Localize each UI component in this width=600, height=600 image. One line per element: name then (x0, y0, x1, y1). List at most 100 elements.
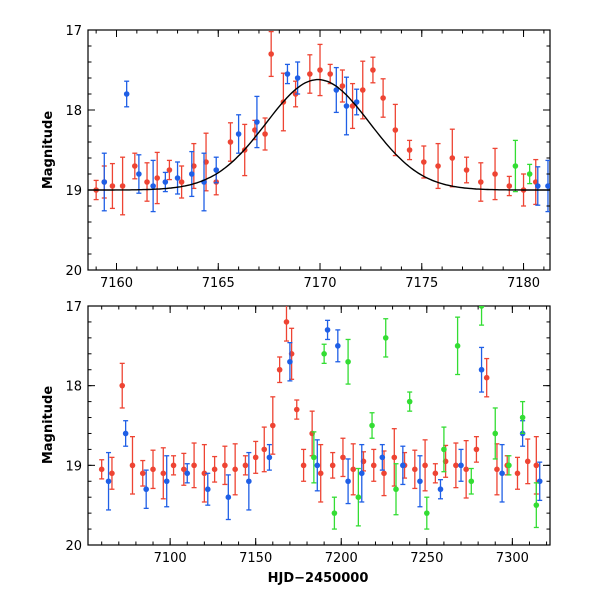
red-data-point (300, 448, 307, 482)
red-data-point (473, 436, 480, 463)
red-data-point (432, 463, 439, 484)
green-data-point (311, 431, 317, 484)
red-data-point (139, 459, 146, 487)
red-data-point (109, 456, 115, 490)
green-data-point (454, 316, 461, 376)
blue-data-point (204, 472, 211, 506)
model-curve (88, 78, 550, 191)
y-tick-label: 17 (65, 24, 82, 39)
green-data-point (369, 412, 375, 439)
blue-data-point (458, 448, 464, 482)
bottom-data-points (98, 306, 543, 530)
y-tick-label: 18 (65, 104, 82, 119)
blue-data-point (345, 458, 351, 505)
red-data-point (524, 438, 531, 485)
blue-data-point (343, 76, 350, 136)
bottom-panel: 7100 7150 7200 7250 7300 17 18 19 20 (65, 300, 551, 566)
x-tick-label: 7180 (507, 276, 540, 291)
red-data-point (129, 436, 136, 495)
blue-data-point (335, 329, 341, 363)
red-data-point (339, 69, 346, 103)
red-data-point (227, 122, 234, 162)
blue-data-point (174, 161, 181, 195)
blue-data-point (201, 152, 207, 212)
red-data-point (119, 156, 126, 216)
red-data-point (406, 139, 413, 161)
x-tick-label: 7170 (303, 276, 336, 291)
y-tick-label: 20 (65, 539, 82, 554)
red-data-point (350, 443, 357, 496)
red-data-point (392, 103, 399, 157)
red-data-point (191, 442, 197, 489)
blue-data-point (284, 63, 291, 85)
blue-data-point (417, 455, 423, 508)
red-data-point (154, 151, 160, 205)
red-data-point (494, 443, 500, 496)
blue-data-point (105, 451, 112, 511)
green-data-point (406, 391, 413, 412)
x-tick-label: 7300 (496, 551, 529, 566)
red-data-point (181, 452, 187, 486)
blue-data-point (324, 319, 331, 341)
red-data-point (453, 442, 459, 489)
red-data-point (160, 447, 167, 500)
bottom-x-axis-label: HJD−2450000 (268, 571, 369, 586)
y-tick-label: 17 (65, 300, 82, 315)
red-data-point (329, 451, 336, 479)
blue-data-point (213, 156, 220, 184)
x-tick-label: 7100 (154, 551, 187, 566)
x-tick-label: 7160 (100, 276, 133, 291)
red-data-point (463, 439, 469, 499)
bottom-y-axis-label: Magnitude (41, 386, 56, 465)
blue-data-point (333, 66, 340, 114)
red-data-point (349, 82, 356, 130)
red-data-point (317, 443, 324, 503)
red-data-point (170, 455, 177, 476)
blue-data-point (235, 114, 242, 154)
blue-data-point (400, 445, 406, 486)
blue-data-point (545, 159, 550, 213)
red-data-point (492, 147, 498, 201)
red-data-point (463, 156, 470, 184)
red-data-point (327, 63, 333, 85)
red-data-point (506, 175, 513, 197)
blue-data-point (358, 443, 365, 503)
red-data-point (283, 306, 290, 342)
red-data-point (232, 443, 238, 496)
red-data-point (514, 456, 521, 490)
red-data-point (435, 142, 441, 190)
red-data-point (412, 449, 418, 490)
blue-data-point (246, 451, 252, 511)
green-data-point (382, 318, 389, 358)
blue-data-point (437, 479, 444, 500)
red-data-point (132, 152, 138, 180)
y-tick-label: 19 (65, 459, 82, 474)
red-data-point (276, 356, 283, 384)
blue-data-point (150, 159, 156, 213)
blue-data-point (287, 341, 293, 382)
red-data-point (270, 396, 276, 455)
red-data-point (222, 445, 228, 486)
red-data-point (144, 162, 150, 202)
green-data-point (478, 306, 485, 326)
red-data-point (178, 165, 185, 199)
top-plot-frame (87, 29, 551, 271)
red-data-point (268, 30, 274, 78)
blue-data-point (254, 95, 260, 149)
green-data-point (512, 139, 519, 193)
green-data-point (424, 496, 430, 530)
red-data-point (380, 78, 386, 118)
blue-data-point (266, 443, 273, 471)
x-tick-label: 7250 (410, 551, 443, 566)
red-data-point (307, 54, 313, 94)
red-data-point (370, 448, 377, 482)
red-data-point (293, 399, 300, 420)
blue-data-point (163, 455, 170, 508)
red-data-point (150, 449, 156, 490)
green-data-point (526, 163, 533, 185)
bottom-plot-frame (87, 305, 551, 546)
blue-data-point (314, 439, 321, 492)
blue-data-point (188, 150, 195, 198)
x-tick-label: 7200 (325, 551, 358, 566)
